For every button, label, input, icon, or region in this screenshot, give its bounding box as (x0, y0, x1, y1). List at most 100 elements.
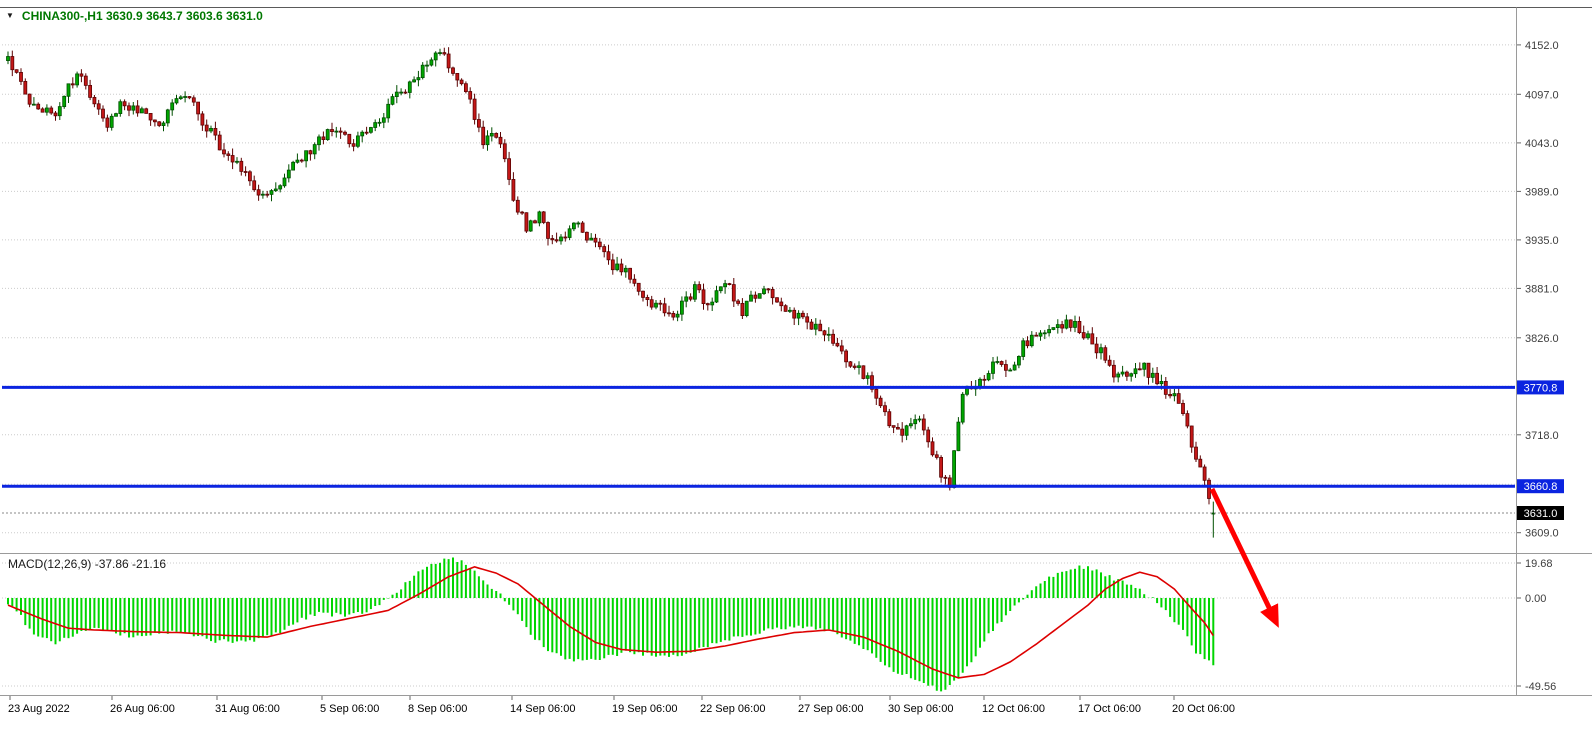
candle-body (1077, 320, 1082, 333)
candle-body (680, 300, 684, 315)
candle-body (489, 132, 494, 137)
candle-body (1042, 332, 1047, 335)
candle-body (1029, 334, 1034, 347)
candle-body (818, 323, 823, 332)
candle-body (217, 134, 222, 151)
candle-body (1017, 355, 1021, 366)
candle-body (243, 171, 248, 173)
candle-body (723, 283, 727, 288)
candle-body (27, 93, 32, 105)
candle-body (900, 428, 905, 436)
candle-body (170, 102, 175, 111)
candle-body (433, 52, 438, 61)
price-axis-label: 3718.0 (1525, 430, 1559, 442)
candle-body (645, 296, 650, 300)
candle-body (459, 79, 464, 85)
candle-body (6, 56, 10, 61)
price-axis-label: 4097.0 (1525, 89, 1559, 101)
candle-body (260, 193, 265, 196)
candle-body (1073, 320, 1077, 328)
collapse-triangle-icon[interactable]: ▼ (6, 11, 14, 20)
candle-body (286, 169, 291, 179)
candle-body (187, 96, 192, 99)
time-axis-label: 5 Sep 06:00 (320, 703, 379, 715)
price-axis-label: 4152.0 (1525, 40, 1559, 52)
candle-body (1025, 340, 1030, 347)
candle-body (874, 388, 879, 399)
time-axis-label: 12 Oct 06:00 (982, 703, 1045, 715)
candle-body (684, 296, 689, 302)
candle-body (416, 77, 421, 81)
candle-body (174, 98, 179, 104)
candle-body (390, 96, 395, 105)
candle-body (235, 160, 239, 163)
candle-body (256, 189, 261, 196)
candle-body (295, 159, 300, 163)
candle-body (597, 241, 602, 248)
candle-body (610, 259, 615, 271)
chart-header: ▼ CHINA300-,H1 3630.9 3643.7 3603.6 3631… (6, 9, 263, 23)
time-axis-label: 31 Aug 06:00 (215, 703, 280, 715)
candle-body (494, 132, 499, 138)
candle-body (528, 220, 533, 232)
candle-body (273, 188, 278, 192)
candle-body (62, 95, 67, 108)
candle-body (278, 185, 283, 190)
candle-body (1081, 332, 1086, 339)
candle-body (442, 52, 447, 55)
time-axis-label: 19 Sep 06:00 (612, 703, 677, 715)
price-line-label-box (1517, 380, 1564, 395)
time-axis-label: 30 Sep 06:00 (888, 703, 953, 715)
candle-body (757, 293, 762, 299)
candle-body (334, 130, 339, 133)
candle-body (744, 300, 749, 317)
candle-body (191, 97, 196, 103)
candle-body (1008, 369, 1013, 372)
candle-body (671, 312, 676, 318)
candle-body (1094, 343, 1099, 354)
macd-signal-line (7, 566, 1214, 679)
trend-arrow-annotation[interactable] (1209, 487, 1279, 628)
macd-axis-label: 19.68 (1525, 558, 1553, 570)
candle-body (714, 290, 719, 303)
candle-body (658, 302, 663, 305)
candle-body (870, 375, 874, 390)
candle-body (809, 321, 814, 330)
candle-body (636, 282, 641, 292)
candle-body (801, 312, 805, 318)
candle-body (1004, 364, 1008, 371)
candle-body (848, 361, 853, 367)
candle-body (178, 96, 183, 100)
candle-body (1064, 319, 1069, 329)
candle-body (299, 159, 304, 162)
candle-body (1172, 393, 1177, 397)
candle-body (204, 124, 209, 132)
candle-body (861, 365, 866, 379)
candle-body (131, 105, 136, 111)
candle-body (455, 73, 460, 81)
candle-body (135, 105, 140, 114)
candle-body (520, 211, 524, 214)
candle-body (727, 283, 732, 286)
candle-body (991, 361, 995, 374)
candle-body (701, 289, 706, 304)
candle-body (982, 378, 987, 381)
candle-body (537, 211, 542, 224)
candle-body (883, 405, 887, 413)
candle-body (567, 228, 572, 238)
candle-body (373, 122, 378, 128)
candle-body (826, 333, 831, 336)
time-axis-label: 22 Sep 06:00 (700, 703, 765, 715)
candle-body (507, 158, 512, 180)
candle-body (321, 136, 326, 140)
candle-body (1198, 458, 1203, 468)
candle-body (1150, 372, 1155, 378)
price-line-label: 3660.8 (1524, 481, 1558, 493)
candle-body (632, 278, 637, 284)
candle-body (934, 454, 939, 458)
candle-body (705, 303, 710, 306)
candle-body (10, 56, 15, 71)
candle-body (498, 136, 503, 145)
